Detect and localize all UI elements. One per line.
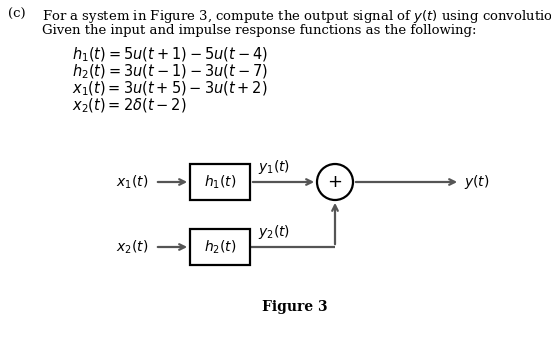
Text: $y(t)$: $y(t)$	[464, 173, 490, 191]
Text: $x_1(t)$: $x_1(t)$	[116, 173, 148, 191]
Text: $h_2(t) = 3u(t-1) - 3u(t-7)$: $h_2(t) = 3u(t-1) - 3u(t-7)$	[72, 63, 268, 81]
Circle shape	[317, 164, 353, 200]
Text: (c): (c)	[8, 8, 26, 21]
Bar	[190, 164, 250, 200]
Text: +: +	[327, 173, 343, 191]
Text: $x_1(t) = 3u(t+5) - 3u(t+2)$: $x_1(t) = 3u(t+5) - 3u(t+2)$	[72, 80, 268, 98]
Text: $h_1(t)$: $h_1(t)$	[204, 173, 236, 191]
Text: $x_2(t)$: $x_2(t)$	[116, 238, 148, 256]
Bar	[190, 229, 250, 265]
Text: $x_2(t) = 2\delta(t-2)$: $x_2(t) = 2\delta(t-2)$	[72, 97, 186, 115]
Text: Given the input and impulse response functions as the following:: Given the input and impulse response fun…	[42, 24, 477, 37]
Text: For a system in Figure 3, compute the output signal of $y(t)$ using convolution : For a system in Figure 3, compute the ou…	[42, 8, 551, 25]
Text: $y_2(t)$: $y_2(t)$	[258, 223, 290, 241]
Text: Figure 3: Figure 3	[262, 300, 328, 314]
Text: $y_1(t)$: $y_1(t)$	[258, 158, 290, 176]
Text: $h_2(t)$: $h_2(t)$	[204, 238, 236, 256]
Text: $h_1(t) = 5u(t+1) - 5u(t-4)$: $h_1(t) = 5u(t+1) - 5u(t-4)$	[72, 46, 268, 64]
